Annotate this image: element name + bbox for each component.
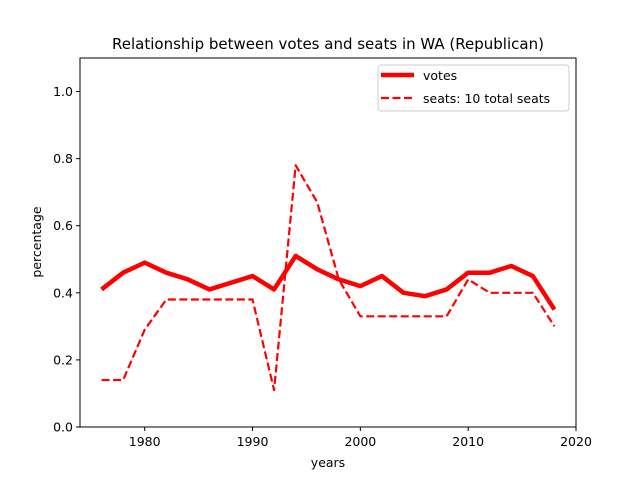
legend-box — [377, 64, 570, 112]
legend: votes seats: 10 total seats — [377, 64, 570, 112]
y-tick-label: 0.2 — [53, 352, 73, 367]
legend-label-seats: seats: 10 total seats — [423, 91, 550, 106]
x-axis-label: years — [311, 455, 345, 470]
series-layer — [100, 164, 557, 392]
x-axis: 1980 1990 2000 2010 2020 — [129, 427, 592, 449]
series-line-votes — [100, 253, 557, 311]
plot-area — [79, 57, 577, 428]
x-tick-label: 2010 — [452, 434, 484, 449]
chart-title: Relationship between votes and seats in … — [112, 35, 544, 53]
y-tick-label: 0.4 — [53, 285, 73, 300]
y-tick-label: 0.6 — [53, 218, 73, 233]
y-tick-label: 0.0 — [53, 420, 73, 435]
x-tick-label: 2020 — [560, 434, 592, 449]
y-tick-label: 1.0 — [53, 84, 73, 99]
x-tick-label: 1990 — [237, 434, 269, 449]
x-tick-label: 2000 — [344, 434, 376, 449]
legend-label-votes: votes — [423, 68, 457, 83]
y-tick-label: 0.8 — [53, 151, 73, 166]
x-tick-label: 1980 — [129, 434, 161, 449]
series-line-seats — [101, 164, 556, 392]
y-axis-label: percentage — [29, 206, 44, 277]
y-axis: 0.0 0.2 0.4 0.6 0.8 1.0 — [53, 84, 80, 435]
